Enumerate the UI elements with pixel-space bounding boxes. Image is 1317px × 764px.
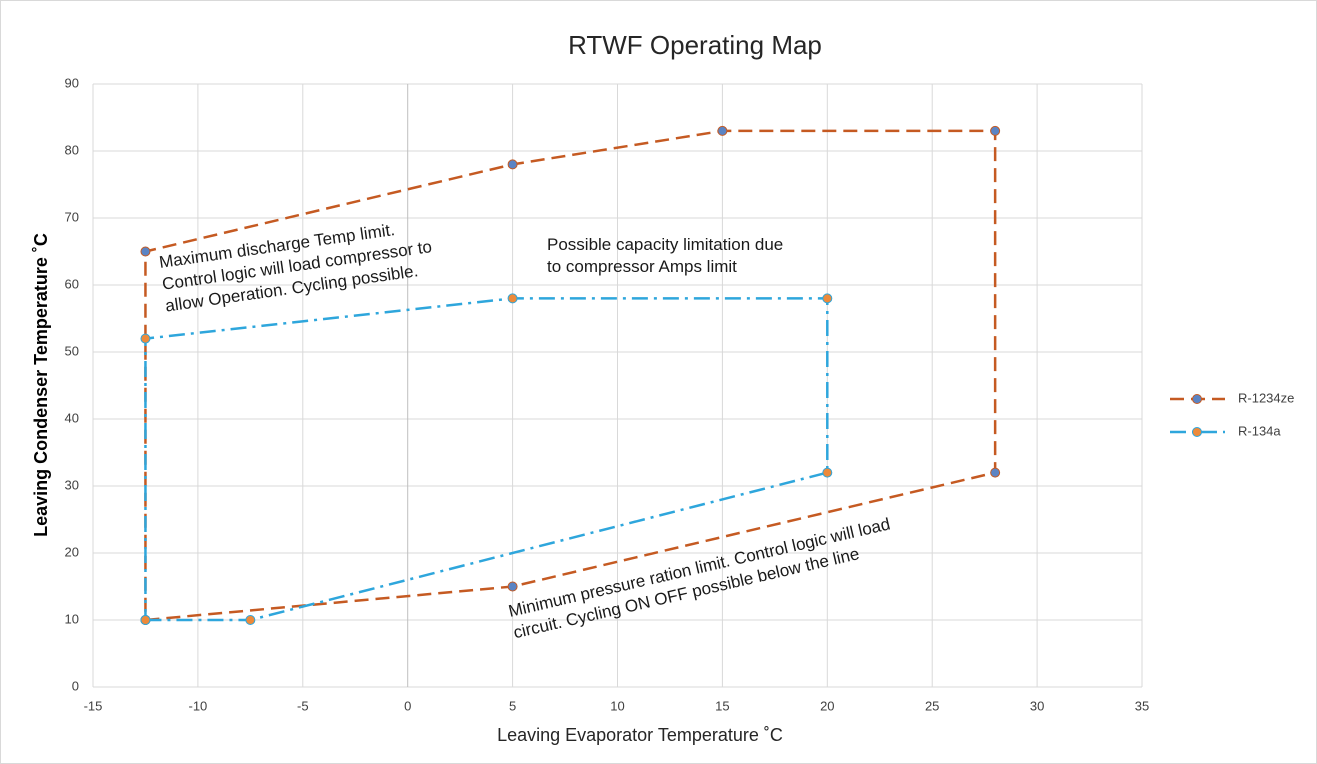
- y-tick-label: 40: [65, 410, 79, 425]
- y-tick-label: 30: [65, 477, 79, 492]
- series-line: [144, 129, 997, 622]
- data-point: [717, 125, 728, 136]
- y-tick-label: 80: [65, 142, 79, 157]
- data-point: [822, 467, 833, 478]
- legend-marker: [1192, 427, 1202, 437]
- data-point: [822, 293, 833, 304]
- x-tick-label: 20: [820, 698, 834, 713]
- x-tick-label: 10: [610, 698, 624, 713]
- data-point: [245, 615, 256, 625]
- data-point: [140, 333, 151, 344]
- y-tick-label: 50: [65, 343, 79, 358]
- annotation: Possible capacity limitation due to compr…: [547, 235, 783, 276]
- legend-marker: [1192, 394, 1202, 404]
- x-tick-label: -10: [189, 698, 208, 713]
- y-axis-label: Leaving Condenser Temperature ˚C: [31, 233, 51, 537]
- x-tick-label: 35: [1135, 698, 1149, 713]
- legend-label: R-134a: [1238, 423, 1281, 438]
- data-point: [507, 293, 518, 304]
- x-tick-label: 15: [715, 698, 729, 713]
- data-point: [140, 615, 151, 625]
- y-tick-label: 60: [65, 276, 79, 291]
- x-tick-label: -15: [84, 698, 103, 713]
- y-tick-label: 70: [65, 209, 79, 224]
- x-tick-label: -5: [297, 698, 309, 713]
- data-point: [140, 246, 151, 257]
- x-tick-label: 5: [509, 698, 516, 713]
- data-point: [507, 581, 518, 592]
- x-axis-label: Leaving Evaporator Temperature ˚C: [497, 725, 783, 745]
- annotation-line: Possible capacity limitation due: [547, 235, 783, 254]
- y-tick-label: 20: [65, 544, 79, 559]
- chart-title: RTWF Operating Map: [568, 30, 822, 60]
- data-point: [990, 125, 1001, 136]
- y-tick-label: 0: [72, 678, 79, 693]
- legend-label: R-1234ze: [1238, 390, 1294, 405]
- y-tick-label: 10: [65, 611, 79, 626]
- data-point: [507, 159, 518, 170]
- data-point: [990, 467, 1001, 478]
- x-tick-label: 30: [1030, 698, 1044, 713]
- y-tick-label: 90: [65, 75, 79, 90]
- annotation-line: to compressor Amps limit: [547, 257, 737, 276]
- x-tick-label: 25: [925, 698, 939, 713]
- x-tick-label: 0: [404, 698, 411, 713]
